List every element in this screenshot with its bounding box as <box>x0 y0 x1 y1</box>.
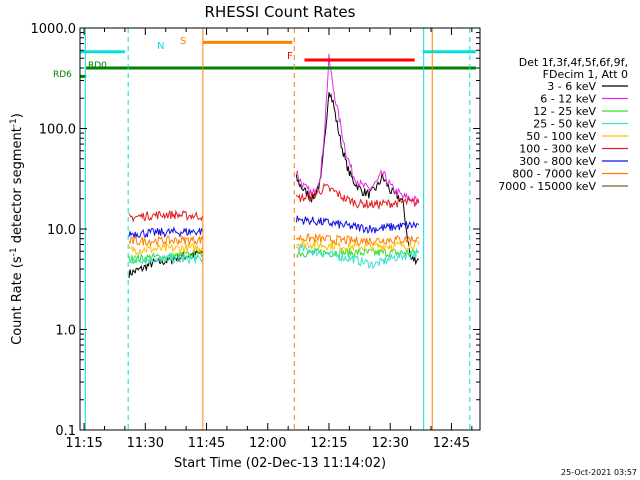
y-axis-label-sup1: -1 <box>9 247 19 256</box>
data-lines-layer <box>128 53 420 279</box>
y-axis-label-end: ) <box>10 113 25 118</box>
series-line-300-800-kev-0 <box>128 226 203 239</box>
y-ticks: 0.1 1.0 10.0 100.0 1000.0 <box>31 22 480 439</box>
footer-timestamp: 25-Oct-2021 03:57 <box>561 468 637 477</box>
axes-layer <box>79 27 481 431</box>
chart-title: RHESSI Count Rates <box>205 3 356 21</box>
legend-header-line2: FDecim 1, Att 0 <box>543 68 628 81</box>
legend-label-800-7000-kev: 800 - 7000 keV <box>512 168 596 181</box>
legend-label-7000-15000-kev: 7000 - 15000 keV <box>498 180 596 193</box>
y-tick-label: 1.0 <box>55 324 76 339</box>
y-axis-label-mid: detector segment <box>10 127 25 247</box>
legend-label-3-6-kev: 3 - 6 keV <box>547 80 596 93</box>
series-line-12-25-kev-1 <box>295 247 420 259</box>
series-line-3-6-kev-0 <box>128 249 203 279</box>
legend-label-300-800-kev: 300 - 800 keV <box>519 155 596 168</box>
flags-layer: N S F RD6 RD0 <box>53 36 476 80</box>
y-axis-label-sup2: -1 <box>9 118 19 127</box>
series-line-6-12-kev-0 <box>295 53 420 204</box>
x-tick-label: 12:00 <box>249 436 286 451</box>
x-tick-label: 11:15 <box>65 436 102 451</box>
legend-header-line1: Det 1f,3f,4f,5f,6f,9f, <box>519 56 628 69</box>
series-line-100-300-kev-1 <box>295 182 420 210</box>
x-tick-label: 11:30 <box>127 436 164 451</box>
y-axis-label: Count Rate (s-1 detector segment-1) <box>9 113 25 345</box>
x-ticks: 11:15 11:30 11:45 12:00 12:15 12:30 12:45 <box>65 28 473 451</box>
y-axis-label-main: Count Rate (s <box>10 256 25 345</box>
series-line-800-7000-kev-1 <box>295 233 420 246</box>
y-tick-label: 1000.0 <box>31 22 77 37</box>
flag-label-s: S <box>180 36 186 47</box>
series-line-300-800-kev-1 <box>295 215 420 234</box>
series-line-25-50-kev-1 <box>295 242 420 270</box>
series-line-50-100-kev-0 <box>128 243 203 256</box>
legend-label-12-25-kev: 12 - 25 keV <box>533 105 596 118</box>
plot-frame <box>79 27 481 431</box>
legend-label-6-12-kev: 6 - 12 keV <box>540 93 596 106</box>
legend: Det 1f,3f,4f,5f,6f,9f, FDecim 1, Att 0 3… <box>498 56 628 193</box>
legend-label-50-100-kev: 50 - 100 keV <box>526 130 596 143</box>
attenuator-label-rd0: RD0 <box>88 61 107 71</box>
legend-label-25-50-kev: 25 - 50 keV <box>533 118 596 131</box>
x-tick-label: 12:15 <box>310 436 347 451</box>
attenuator-label-rd6: RD6 <box>53 70 72 80</box>
flag-label-f: F <box>287 51 293 62</box>
y-tick-label: 100.0 <box>39 123 76 138</box>
x-axis-label: Start Time (02-Dec-13 11:14:02) <box>174 456 386 471</box>
x-tick-label: 11:45 <box>188 436 225 451</box>
y-tick-label: 0.1 <box>55 424 76 439</box>
x-tick-label: 12:45 <box>433 436 470 451</box>
x-tick-label: 12:30 <box>371 436 408 451</box>
y-tick-label: 10.0 <box>47 223 76 238</box>
legend-label-100-300-kev: 100 - 300 keV <box>519 143 596 156</box>
series-line-100-300-kev-0 <box>128 209 203 223</box>
series-line-800-7000-kev-0 <box>128 234 203 248</box>
vline-layer <box>84 28 471 430</box>
flag-label-n: N <box>157 41 164 52</box>
series-line-25-50-kev-0 <box>128 253 203 266</box>
series-line-3-6-kev-1 <box>295 92 419 266</box>
